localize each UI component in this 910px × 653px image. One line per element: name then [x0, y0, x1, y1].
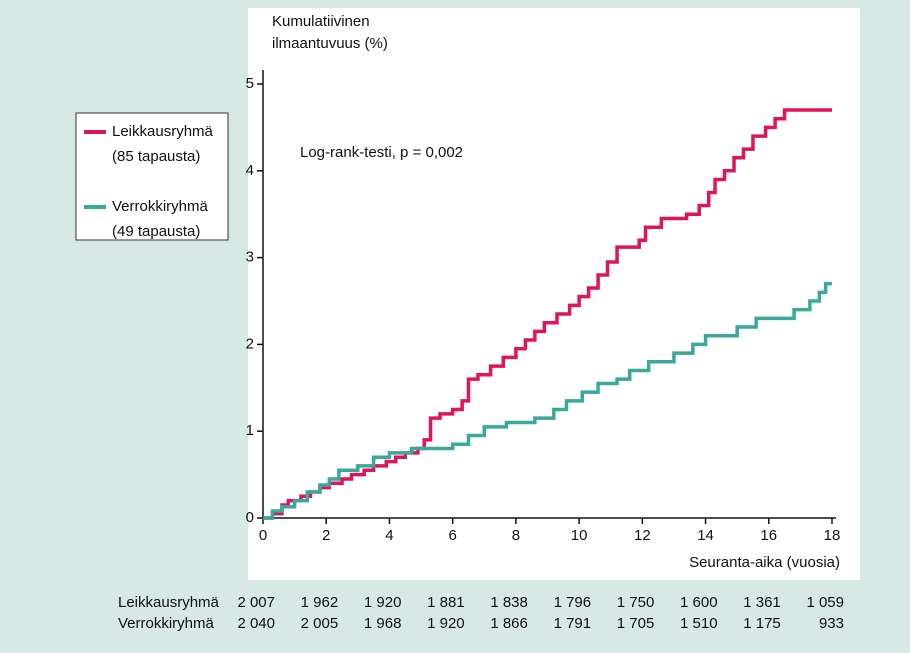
- risk-value: 1 968: [364, 615, 402, 632]
- x-tick-label: 16: [760, 527, 777, 544]
- risk-value: 1 920: [427, 615, 465, 632]
- x-tick-label: 0: [259, 527, 267, 544]
- risk-row-label: Verrokkiryhmä: [118, 615, 215, 632]
- legend-label: Leikkausryhmä: [112, 123, 214, 140]
- risk-value: 1 838: [490, 594, 528, 611]
- risk-row-label: Leikkausryhmä: [118, 594, 220, 611]
- x-axis-label: Seuranta-aika (vuosia): [689, 554, 840, 571]
- y-tick-label: 2: [246, 335, 254, 352]
- x-tick-label: 6: [448, 527, 456, 544]
- risk-value: 2 007: [237, 594, 275, 611]
- legend-note: (85 tapausta): [112, 148, 200, 165]
- risk-value: 1 962: [301, 594, 339, 611]
- x-tick-label: 10: [571, 527, 588, 544]
- legend-box: [75, 112, 229, 241]
- x-tick-label: 8: [512, 527, 520, 544]
- risk-value: 1 750: [617, 594, 655, 611]
- step-line: [263, 108, 832, 520]
- y-tick-label: 3: [246, 249, 254, 266]
- y-tick-label: 4: [246, 162, 254, 179]
- risk-value: 1 705: [617, 615, 655, 632]
- risk-value: 1 791: [554, 615, 592, 632]
- legend-label: Verrokkiryhmä: [112, 198, 209, 215]
- risk-value: 933: [819, 615, 844, 632]
- risk-value: 1 059: [806, 594, 844, 611]
- risk-value: 1 866: [490, 615, 528, 632]
- risk-value: 1 881: [427, 594, 465, 611]
- risk-value: 1 920: [364, 594, 402, 611]
- risk-value: 1 510: [680, 615, 718, 632]
- step-line: [263, 281, 832, 520]
- y-axis-label: ilmaantuvuus (%): [272, 35, 388, 52]
- risk-value: 1 175: [743, 615, 781, 632]
- x-tick-label: 2: [322, 527, 330, 544]
- y-tick-label: 1: [246, 422, 254, 439]
- risk-value: 2 005: [301, 615, 339, 632]
- x-tick-label: 4: [385, 527, 393, 544]
- y-tick-label: 5: [246, 75, 254, 92]
- x-tick-label: 12: [634, 527, 651, 544]
- x-tick-label: 14: [697, 527, 714, 544]
- legend-note: (49 tapausta): [112, 223, 200, 240]
- y-tick-label: 0: [246, 509, 254, 526]
- plot-panel: [248, 8, 860, 580]
- y-axis-label: Kumulatiivinen: [272, 13, 370, 30]
- annotation: Log-rank-testi, p = 0,002: [300, 144, 463, 161]
- risk-value: 1 796: [554, 594, 592, 611]
- risk-value: 2 040: [237, 615, 275, 632]
- x-tick-label: 18: [824, 527, 841, 544]
- risk-value: 1 361: [743, 594, 781, 611]
- risk-value: 1 600: [680, 594, 718, 611]
